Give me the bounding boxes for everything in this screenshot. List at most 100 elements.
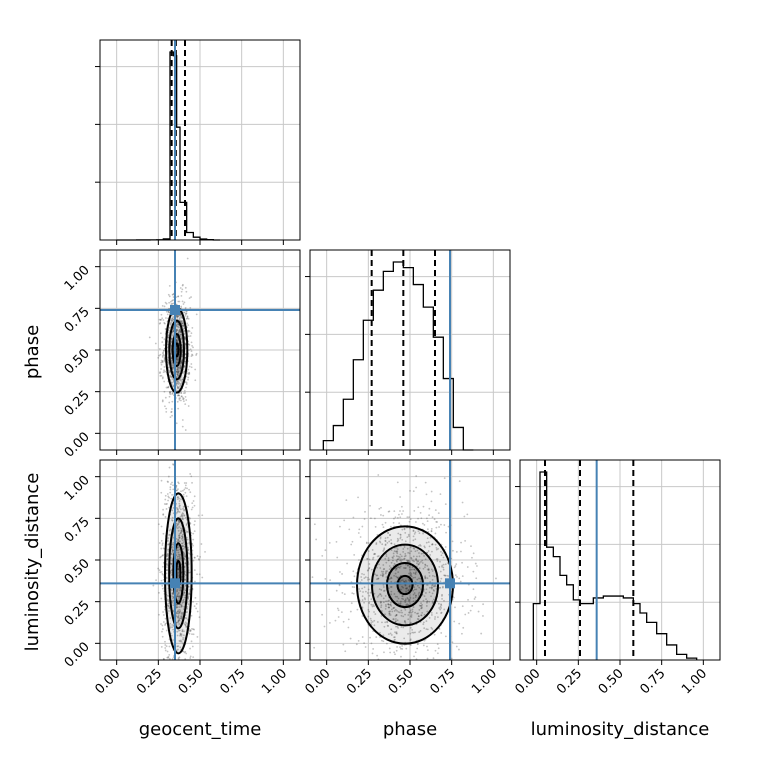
sample-point	[170, 320, 173, 322]
sample-point	[183, 370, 186, 373]
sample-point	[460, 541, 462, 544]
sample-point	[201, 576, 204, 579]
sample-point	[171, 364, 173, 367]
x-axis-title-geocent-time: geocent_time	[139, 719, 262, 740]
sample-point	[349, 610, 352, 613]
sample-point	[453, 566, 456, 569]
sample-point	[169, 345, 172, 348]
sample-point	[439, 493, 442, 496]
sample-point	[178, 536, 181, 539]
sample-point	[180, 514, 183, 517]
sample-point	[159, 571, 162, 574]
sample-point	[169, 486, 172, 489]
sample-point	[363, 642, 366, 644]
sample-point	[311, 576, 314, 579]
sample-point	[180, 617, 183, 620]
sample-point	[180, 360, 183, 363]
sample-point	[402, 510, 405, 512]
sample-point	[406, 516, 409, 519]
sample-point	[186, 611, 189, 613]
sample-point	[401, 645, 403, 647]
sample-point	[177, 546, 180, 549]
sample-point	[185, 482, 188, 484]
sample-point	[188, 488, 190, 491]
sample-point	[184, 306, 187, 309]
sample-point	[167, 293, 170, 296]
sample-point	[187, 330, 190, 333]
sample-point	[473, 598, 476, 600]
sample-point	[188, 330, 191, 333]
sample-point	[178, 382, 181, 385]
sample-point	[436, 652, 439, 655]
sample-point	[166, 502, 168, 505]
sample-point	[160, 361, 163, 364]
sample-point	[192, 656, 195, 659]
sample-point	[348, 528, 351, 531]
sample-point	[182, 325, 185, 328]
sample-point	[171, 319, 174, 322]
sample-point	[179, 287, 182, 289]
sample-point	[175, 350, 178, 353]
sample-point	[367, 542, 370, 544]
sample-point	[452, 549, 454, 552]
sample-point	[184, 345, 187, 348]
sample-point	[384, 521, 387, 524]
sample-point	[187, 376, 190, 379]
sample-point	[171, 626, 174, 629]
sample-point	[168, 295, 171, 298]
sample-point	[157, 523, 160, 526]
sample-point	[171, 317, 174, 320]
sample-point	[177, 519, 180, 522]
sample-point	[170, 589, 173, 592]
sample-point	[178, 329, 181, 332]
sample-point	[357, 639, 360, 642]
sample-point	[168, 466, 171, 469]
sample-point	[178, 595, 181, 598]
sample-point	[177, 394, 180, 397]
sample-point	[160, 374, 163, 377]
panel-frame	[309, 249, 511, 451]
sample-point	[398, 513, 400, 516]
sample-point	[171, 360, 174, 362]
sample-point	[415, 475, 418, 477]
sample-point	[399, 510, 401, 512]
sample-point	[181, 425, 184, 428]
sample-point	[343, 519, 346, 522]
sample-point	[170, 411, 173, 414]
sample-point	[178, 398, 181, 401]
sample-point	[158, 348, 161, 350]
sample-point	[437, 512, 440, 514]
sample-point	[195, 354, 197, 356]
sample-point	[182, 324, 184, 327]
sample-point	[358, 528, 361, 531]
sample-point	[180, 295, 183, 297]
sample-point	[183, 336, 186, 339]
sample-point	[166, 558, 169, 560]
sample-point	[181, 419, 184, 421]
sample-point	[195, 607, 198, 610]
sample-point	[385, 642, 388, 645]
sample-point	[186, 316, 189, 319]
sample-point	[175, 358, 178, 361]
sample-point	[179, 646, 182, 649]
sample-point	[353, 554, 356, 556]
sample-point	[177, 314, 180, 317]
sample-point	[193, 569, 196, 572]
sample-point	[159, 556, 161, 559]
sample-point	[349, 637, 352, 640]
sample-point	[166, 480, 169, 483]
sample-point	[177, 295, 180, 298]
sample-point	[187, 505, 189, 508]
sample-point	[182, 400, 185, 403]
sample-point	[164, 647, 167, 649]
sample-point	[172, 484, 174, 487]
sample-point	[313, 646, 316, 649]
sample-point	[374, 525, 377, 528]
sample-point	[180, 320, 183, 323]
sample-point	[176, 645, 179, 648]
sample-point	[181, 613, 184, 616]
sample-point	[198, 573, 201, 576]
sample-point	[430, 530, 433, 533]
sample-point	[171, 302, 174, 305]
sample-point	[176, 368, 179, 371]
